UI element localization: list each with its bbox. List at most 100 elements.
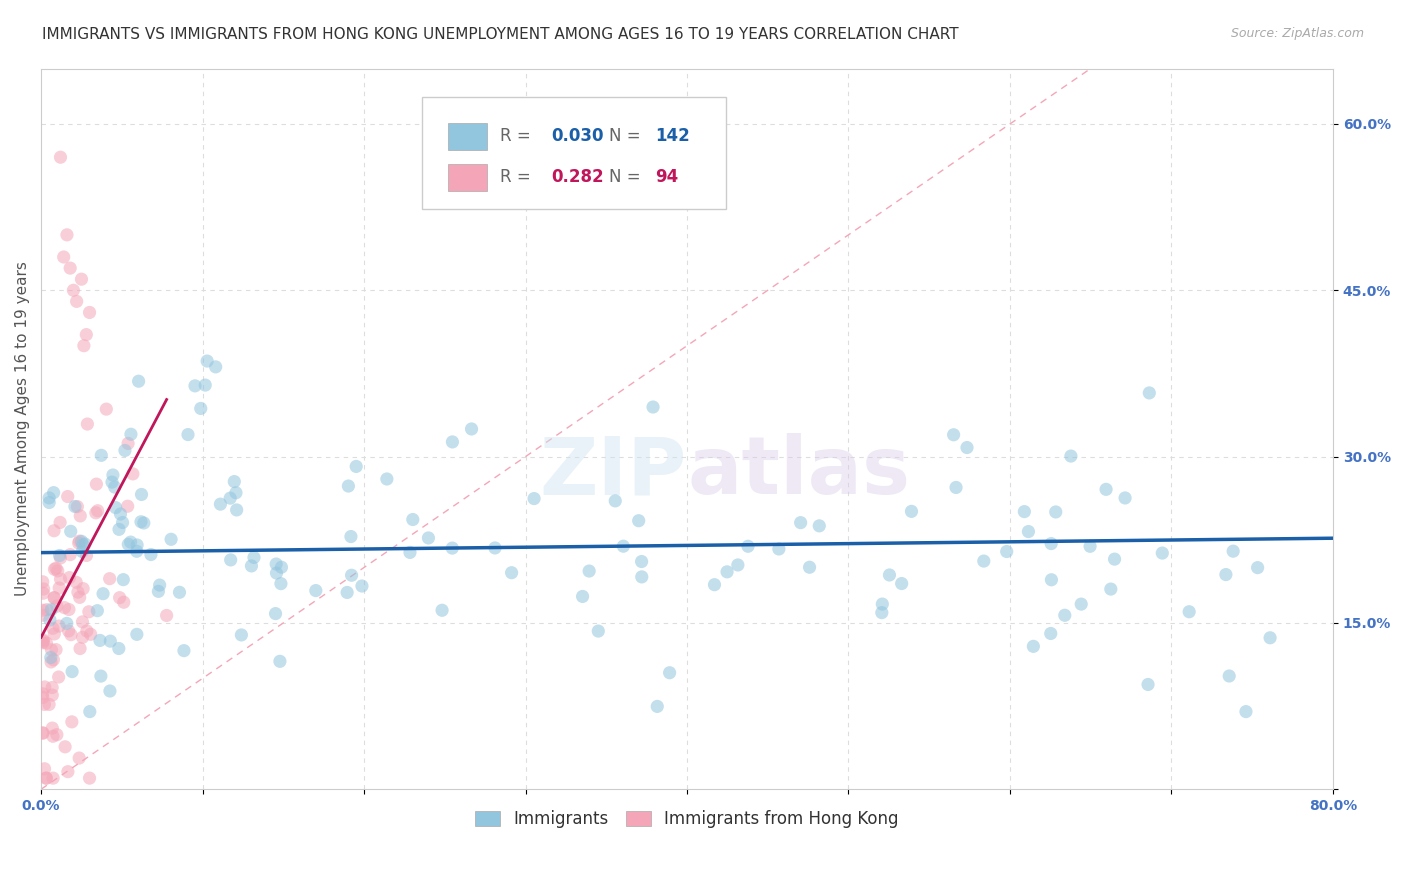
Point xyxy=(32,726,55,740)
Point xyxy=(66,294,89,309)
Point xyxy=(1053,608,1076,623)
Point xyxy=(48,581,70,595)
Point xyxy=(224,475,246,489)
Point xyxy=(49,572,72,586)
Point xyxy=(69,508,91,523)
Point xyxy=(65,575,87,590)
Point xyxy=(34,698,56,712)
Point xyxy=(305,583,328,598)
Point xyxy=(1099,582,1122,596)
Point xyxy=(973,554,995,568)
Point xyxy=(72,630,94,644)
Point xyxy=(69,641,91,656)
Point xyxy=(98,634,121,648)
Text: ZIP: ZIP xyxy=(540,434,688,511)
Point xyxy=(56,616,79,631)
Point xyxy=(42,653,65,667)
Point xyxy=(344,459,367,474)
Point xyxy=(86,477,108,491)
Point xyxy=(108,641,131,656)
Point xyxy=(1017,524,1039,539)
Point xyxy=(108,522,131,536)
Point xyxy=(1258,631,1281,645)
Point xyxy=(1137,385,1160,400)
Point xyxy=(1060,449,1083,463)
Point xyxy=(91,587,114,601)
Point xyxy=(399,545,422,559)
Point xyxy=(58,602,80,616)
Point xyxy=(44,562,66,576)
Point xyxy=(148,584,170,599)
Point xyxy=(117,500,139,514)
Y-axis label: Unemployment Among Ages 16 to 19 years: Unemployment Among Ages 16 to 19 years xyxy=(15,261,30,597)
Point xyxy=(31,687,53,701)
Point xyxy=(1078,539,1101,553)
Point xyxy=(870,606,893,620)
Point xyxy=(86,504,108,518)
Point xyxy=(42,729,65,743)
Point xyxy=(612,539,634,553)
Point xyxy=(31,574,53,589)
Point xyxy=(41,602,63,616)
Point xyxy=(418,531,440,545)
Point xyxy=(737,539,759,553)
Point xyxy=(62,283,84,297)
Point xyxy=(104,480,127,494)
Text: N =: N = xyxy=(609,168,647,186)
Point xyxy=(38,491,60,505)
Point xyxy=(70,544,93,558)
Point xyxy=(73,537,96,551)
Point xyxy=(98,684,121,698)
Point xyxy=(66,585,89,599)
Point xyxy=(117,436,139,450)
Point xyxy=(79,705,101,719)
Point xyxy=(117,537,139,551)
Point xyxy=(42,485,65,500)
Point xyxy=(111,516,134,530)
Point xyxy=(45,561,67,575)
Point xyxy=(59,524,82,539)
Point xyxy=(1045,505,1067,519)
Point xyxy=(204,359,226,374)
Point xyxy=(1114,491,1136,505)
Point xyxy=(53,739,76,754)
Point xyxy=(76,417,98,431)
FancyBboxPatch shape xyxy=(422,97,725,209)
Text: 0.030: 0.030 xyxy=(551,127,603,145)
Text: IMMIGRANTS VS IMMIGRANTS FROM HONG KONG UNEMPLOYMENT AMONG AGES 16 TO 19 YEARS C: IMMIGRANTS VS IMMIGRANTS FROM HONG KONG … xyxy=(42,27,959,42)
Point xyxy=(59,548,82,562)
Point xyxy=(879,568,901,582)
Point xyxy=(350,579,373,593)
Point xyxy=(125,544,148,558)
Point xyxy=(32,586,55,600)
Point xyxy=(441,434,464,449)
Text: 142: 142 xyxy=(655,127,689,145)
Point xyxy=(90,669,112,683)
Point xyxy=(266,566,288,580)
Point xyxy=(1152,546,1174,560)
Point xyxy=(120,535,142,549)
Point xyxy=(56,764,79,779)
Point xyxy=(627,514,650,528)
Point xyxy=(156,608,179,623)
Point xyxy=(1178,605,1201,619)
Point xyxy=(231,628,253,642)
Point xyxy=(1218,669,1240,683)
Point xyxy=(75,327,97,342)
Point xyxy=(337,479,360,493)
Point xyxy=(76,549,98,563)
Legend: Immigrants, Immigrants from Hong Kong: Immigrants, Immigrants from Hong Kong xyxy=(468,804,905,835)
Point xyxy=(890,576,912,591)
Point xyxy=(45,728,67,742)
Point xyxy=(69,534,91,549)
Point xyxy=(60,665,83,679)
Point xyxy=(114,443,136,458)
Point xyxy=(956,441,979,455)
Point xyxy=(44,627,66,641)
Point xyxy=(46,599,69,614)
Point xyxy=(240,558,263,573)
Point xyxy=(44,591,66,605)
Point xyxy=(523,491,546,506)
Point xyxy=(70,534,93,549)
Point xyxy=(79,771,101,785)
